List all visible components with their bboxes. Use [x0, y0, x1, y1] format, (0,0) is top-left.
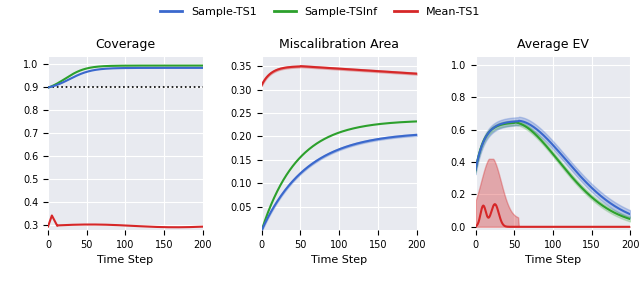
Title: Miscalibration Area: Miscalibration Area [279, 38, 399, 51]
X-axis label: Time Step: Time Step [97, 255, 154, 265]
Title: Coverage: Coverage [95, 38, 156, 51]
Title: Average EV: Average EV [517, 38, 589, 51]
X-axis label: Time Step: Time Step [525, 255, 581, 265]
Legend: Sample-TS1, Sample-TSInf, Mean-TS1: Sample-TS1, Sample-TSInf, Mean-TS1 [156, 3, 484, 22]
X-axis label: Time Step: Time Step [311, 255, 367, 265]
